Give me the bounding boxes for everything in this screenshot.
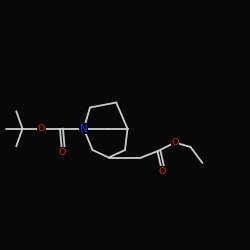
Text: O: O xyxy=(158,167,166,176)
Text: N: N xyxy=(80,124,88,134)
Text: O: O xyxy=(171,138,179,147)
Text: O: O xyxy=(58,148,66,157)
Text: O: O xyxy=(38,124,45,133)
